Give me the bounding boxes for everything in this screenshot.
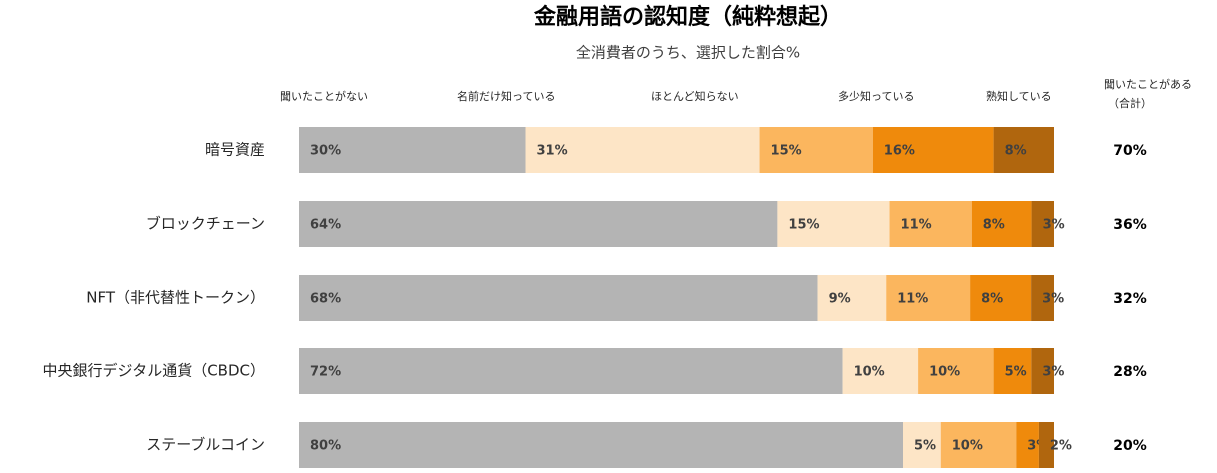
bar-segment	[971, 201, 1032, 247]
category-label: NFT（非代替性トークン）	[86, 289, 265, 307]
data-label: 10%	[854, 365, 885, 380]
data-label: 3%	[1043, 218, 1065, 233]
data-label: 9%	[829, 292, 851, 307]
data-label: 8%	[1005, 144, 1027, 159]
bar-segment	[1031, 275, 1054, 321]
bar-segment	[886, 275, 971, 321]
data-label: 10%	[929, 365, 960, 380]
data-label: 80%	[310, 439, 341, 454]
bar-segment	[1031, 201, 1054, 247]
bar-segment	[777, 201, 890, 247]
bar-segment	[299, 201, 778, 247]
data-label: 68%	[310, 292, 341, 307]
data-label: 10%	[952, 439, 983, 454]
data-label: 11%	[897, 292, 928, 307]
data-label: 64%	[310, 218, 341, 233]
data-label: 72%	[310, 365, 341, 380]
totals-header: 聞いたことがある	[1104, 77, 1192, 91]
legend-label: 聞いたことがない	[280, 89, 368, 103]
legend-label: 名前だけ知っている	[457, 89, 555, 103]
category-label: 暗号資産	[205, 141, 265, 159]
bar-segment	[299, 275, 818, 321]
bar-segment	[993, 348, 1032, 394]
bar-segment	[759, 127, 873, 173]
data-label: 31%	[537, 144, 568, 159]
data-label: 5%	[914, 439, 936, 454]
total-label: 32%	[1113, 291, 1147, 307]
bar-segment	[1016, 422, 1039, 468]
total-label: 28%	[1113, 364, 1147, 380]
data-label: 3%	[1042, 365, 1064, 380]
total-label: 70%	[1113, 143, 1147, 159]
data-label: 16%	[884, 144, 915, 159]
bar-segment	[817, 275, 887, 321]
chart-subtitle: 全消費者のうち、選択した割合%	[576, 44, 800, 62]
bar-segment	[299, 422, 903, 468]
data-label: 8%	[981, 292, 1003, 307]
bar-segment	[1031, 348, 1054, 394]
bar-segment	[903, 422, 941, 468]
bar-segment	[918, 348, 994, 394]
category-label: ブロックチェーン	[146, 215, 265, 233]
bar-segment	[940, 422, 1017, 468]
category-label: ステーブルコイン	[146, 436, 265, 454]
bar-segment	[889, 201, 972, 247]
legend-label: 熟知している	[986, 89, 1052, 103]
bar-segment	[842, 348, 919, 394]
total-label: 36%	[1113, 217, 1147, 233]
bar-segment	[970, 275, 1032, 321]
data-label: 15%	[771, 144, 802, 159]
total-label: 20%	[1113, 438, 1147, 454]
bar-segment	[299, 348, 843, 394]
data-label: 5%	[1005, 365, 1027, 380]
legend-label: 多少知っている	[838, 89, 914, 103]
data-label: 3%	[1042, 292, 1064, 307]
data-label: 30%	[310, 144, 341, 159]
legend-label: ほとんど知らない	[651, 89, 739, 103]
data-label: 11%	[901, 218, 932, 233]
data-label: 8%	[983, 218, 1005, 233]
bar-segment	[1038, 422, 1054, 468]
data-label: 2%	[1050, 439, 1072, 454]
bar-segment	[525, 127, 760, 173]
bar-segment	[299, 127, 526, 173]
category-label: 中央銀行デジタル通貨（CBDC）	[43, 362, 266, 380]
totals-header: （合計）	[1108, 96, 1152, 110]
chart-title: 金融用語の認知度（純粋想起）	[533, 4, 842, 30]
data-label: 15%	[788, 218, 819, 233]
bar-segment	[993, 127, 1054, 173]
bar-segment	[872, 127, 994, 173]
